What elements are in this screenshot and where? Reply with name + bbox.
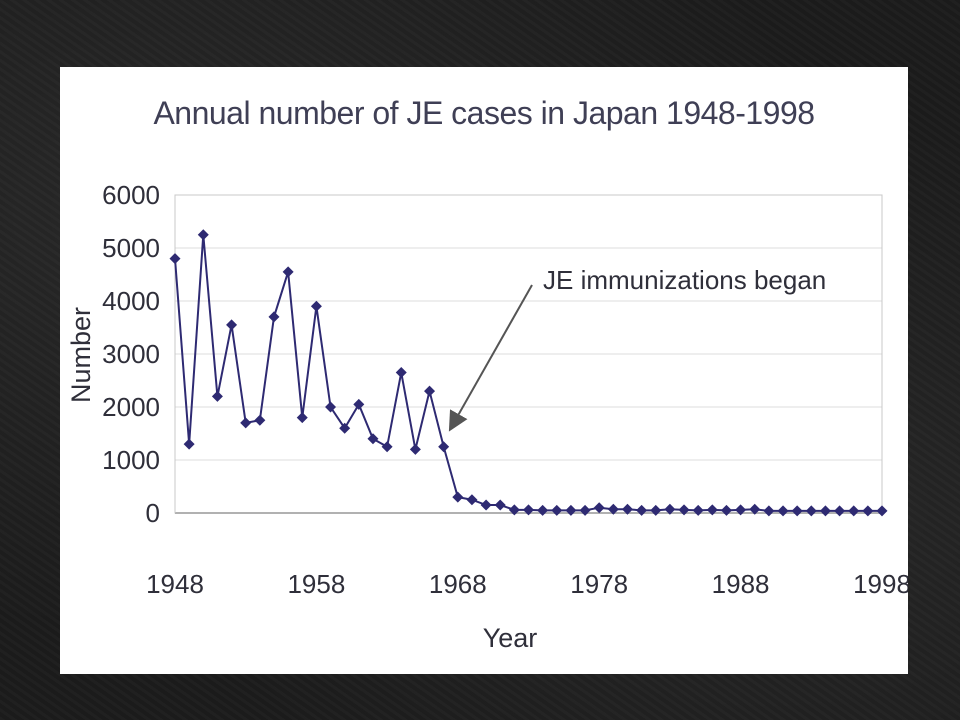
data-point-marker [749, 503, 761, 515]
data-point-marker [226, 319, 238, 331]
data-point-marker [876, 505, 888, 517]
x-axis-label: Year [483, 623, 538, 653]
data-point-marker [664, 503, 676, 515]
y-tick-label: 3000 [102, 339, 160, 369]
annotation-text: JE immunizations began [543, 265, 826, 295]
x-tick-label: 1988 [712, 569, 770, 599]
data-point-marker [777, 505, 789, 517]
data-point-marker [183, 438, 195, 450]
y-tick-label: 0 [146, 498, 160, 528]
data-point-marker [508, 504, 520, 516]
data-point-marker [565, 504, 577, 516]
data-point-marker [551, 504, 563, 516]
x-tick-label: 1958 [287, 569, 345, 599]
data-point-marker [735, 504, 747, 516]
data-point-marker [409, 443, 421, 455]
data-point-marker [268, 311, 280, 323]
data-point-marker [296, 412, 308, 424]
data-point-marker [211, 390, 223, 402]
data-point-marker [834, 505, 846, 517]
y-tick-label: 1000 [102, 445, 160, 475]
x-tick-label: 1948 [146, 569, 204, 599]
x-tick-label: 1998 [853, 569, 908, 599]
x-tick-label: 1968 [429, 569, 487, 599]
data-point-marker [650, 504, 662, 516]
data-point-marker [791, 505, 803, 517]
data-point-marker [353, 398, 365, 410]
data-point-marker [805, 505, 817, 517]
data-point-marker [169, 253, 181, 265]
data-point-marker [720, 504, 732, 516]
data-point-marker [862, 505, 874, 517]
x-axis-ticks: 1948 1958 1968 1978 1988 1998 [146, 569, 908, 599]
chart-panel: Annual number of JE cases in Japan 1948-… [60, 67, 908, 674]
data-point-marker [424, 385, 436, 397]
data-point-marker [339, 422, 351, 434]
gridlines [175, 194, 882, 514]
data-point-marker [367, 433, 379, 445]
y-tick-label: 4000 [102, 286, 160, 316]
x-tick-label: 1978 [570, 569, 628, 599]
data-point-marker [240, 417, 252, 429]
chart-title: Annual number of JE cases in Japan 1948-… [153, 95, 815, 131]
y-tick-label: 5000 [102, 233, 160, 263]
data-point-marker [537, 504, 549, 516]
y-tick-label: 2000 [102, 392, 160, 422]
data-point-marker [381, 441, 393, 453]
data-point-marker [466, 494, 478, 506]
y-axis-ticks: 0 1000 2000 3000 4000 5000 6000 [102, 180, 160, 528]
data-point-marker [848, 505, 860, 517]
data-point-marker [819, 505, 831, 517]
data-point-marker [494, 499, 506, 511]
data-point-marker [197, 229, 209, 241]
data-point-marker [325, 401, 337, 413]
data-point-marker [636, 504, 648, 516]
data-point-marker [282, 266, 294, 278]
data-point-marker [254, 414, 266, 426]
data-point-marker [621, 503, 633, 515]
data-point-marker [593, 502, 605, 514]
data-point-marker [395, 367, 407, 379]
y-axis-label: Number [66, 307, 96, 403]
data-markers [169, 229, 888, 517]
data-point-marker [579, 504, 591, 516]
data-point-marker [452, 491, 464, 503]
data-point-marker [480, 499, 492, 511]
data-point-marker [607, 503, 619, 515]
data-point-marker [438, 441, 450, 453]
data-point-marker [763, 505, 775, 517]
data-point-marker [523, 504, 534, 516]
y-tick-label: 6000 [102, 180, 160, 210]
data-point-marker [692, 504, 704, 516]
data-point-marker [706, 504, 718, 516]
data-point-marker [310, 300, 322, 312]
data-point-marker [678, 504, 690, 516]
annotation-arrow [448, 284, 533, 432]
